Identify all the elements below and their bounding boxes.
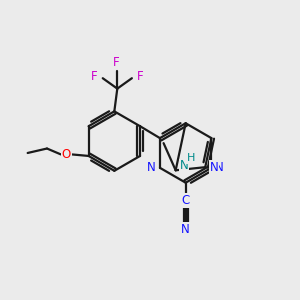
Text: N: N xyxy=(180,159,188,172)
Text: F: F xyxy=(91,70,98,83)
Text: N: N xyxy=(147,161,156,174)
Text: F: F xyxy=(137,70,143,83)
Text: N: N xyxy=(215,161,224,174)
Text: C: C xyxy=(182,194,190,207)
Text: H: H xyxy=(187,153,195,164)
Text: N: N xyxy=(181,223,190,236)
Text: F: F xyxy=(112,56,119,68)
Text: N: N xyxy=(210,161,218,174)
Text: O: O xyxy=(62,148,71,161)
